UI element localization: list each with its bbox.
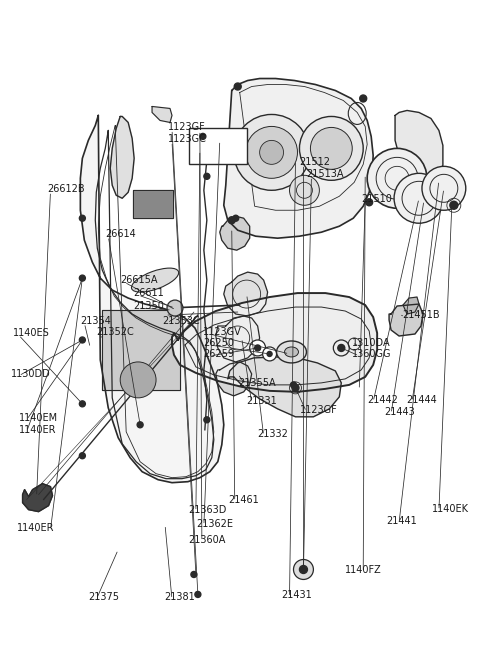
Circle shape (195, 591, 201, 597)
Circle shape (290, 382, 297, 388)
Circle shape (250, 340, 265, 356)
Circle shape (246, 126, 298, 178)
Text: 21362E: 21362E (196, 519, 233, 529)
Text: 26615A: 26615A (120, 275, 158, 285)
Ellipse shape (285, 347, 299, 357)
Text: 21441: 21441 (386, 515, 417, 525)
Circle shape (255, 345, 261, 351)
Text: 1123GF: 1123GF (168, 122, 206, 132)
Text: 21355A: 21355A (239, 378, 276, 388)
Text: 1130DD: 1130DD (11, 369, 50, 379)
Polygon shape (224, 79, 373, 238)
Circle shape (300, 117, 363, 180)
Circle shape (289, 176, 319, 205)
Text: 21510: 21510 (361, 195, 392, 204)
Circle shape (260, 140, 284, 164)
Polygon shape (110, 117, 134, 198)
Circle shape (234, 115, 310, 191)
Text: 21443: 21443 (384, 407, 415, 417)
Text: 1140EK: 1140EK (432, 504, 469, 514)
Polygon shape (102, 310, 180, 390)
Circle shape (422, 166, 466, 210)
Circle shape (234, 83, 241, 90)
Ellipse shape (132, 268, 179, 292)
Circle shape (360, 95, 367, 102)
Polygon shape (172, 293, 377, 392)
Polygon shape (80, 115, 224, 483)
Circle shape (263, 347, 276, 361)
Polygon shape (133, 191, 173, 218)
Circle shape (191, 571, 197, 578)
Text: 26250: 26250 (203, 338, 234, 348)
Circle shape (79, 453, 85, 458)
Text: 1123GV: 1123GV (203, 327, 241, 337)
Polygon shape (220, 216, 250, 250)
Text: 21461: 21461 (228, 495, 259, 504)
Circle shape (120, 362, 156, 398)
Polygon shape (152, 107, 172, 122)
Text: 21332: 21332 (258, 429, 288, 439)
Circle shape (300, 565, 307, 574)
Polygon shape (216, 316, 260, 362)
Text: 21360A: 21360A (188, 534, 225, 544)
Text: 1140FZ: 1140FZ (345, 565, 382, 576)
Circle shape (233, 215, 239, 221)
Circle shape (450, 201, 458, 209)
Polygon shape (224, 272, 267, 316)
Text: 1140ER: 1140ER (17, 523, 54, 533)
Text: 1360GG: 1360GG (352, 349, 392, 359)
Circle shape (79, 401, 85, 407)
Circle shape (137, 422, 143, 428)
Polygon shape (216, 362, 252, 396)
Circle shape (204, 417, 210, 422)
Text: 21381: 21381 (164, 592, 195, 603)
Text: 26259: 26259 (203, 349, 234, 359)
Text: 1123GC: 1123GC (168, 134, 207, 144)
Circle shape (367, 149, 427, 208)
Polygon shape (389, 304, 423, 336)
Text: 21451B: 21451B (402, 310, 440, 320)
Circle shape (79, 337, 85, 343)
Text: 21350: 21350 (133, 301, 164, 311)
Text: 1123GF: 1123GF (300, 405, 337, 415)
Text: 21442: 21442 (367, 395, 398, 405)
Circle shape (292, 384, 299, 392)
Text: 21354: 21354 (80, 316, 111, 326)
Text: 21444: 21444 (406, 395, 437, 405)
Text: 1310DA: 1310DA (352, 338, 391, 348)
Circle shape (79, 215, 85, 221)
Text: 26612B: 26612B (48, 184, 85, 195)
Text: 1140ES: 1140ES (12, 328, 49, 338)
Circle shape (394, 174, 444, 223)
Text: 21331: 21331 (247, 396, 277, 406)
Circle shape (228, 217, 235, 224)
Text: 21431: 21431 (282, 590, 312, 601)
Text: 21375: 21375 (88, 592, 120, 603)
Text: 1140EM: 1140EM (19, 413, 58, 423)
Text: 1140ER: 1140ER (19, 425, 56, 435)
Bar (189, 128, 247, 164)
Text: 26611: 26611 (133, 288, 164, 298)
Text: 21353C: 21353C (162, 316, 200, 326)
Polygon shape (403, 297, 419, 314)
Polygon shape (395, 111, 443, 174)
Circle shape (204, 174, 210, 179)
Text: 21352C: 21352C (96, 327, 134, 337)
Circle shape (200, 134, 206, 140)
Polygon shape (228, 357, 341, 417)
Circle shape (293, 559, 313, 580)
Ellipse shape (276, 341, 306, 363)
Circle shape (311, 128, 352, 170)
Polygon shape (23, 483, 52, 512)
Text: 21513A: 21513A (306, 170, 344, 179)
Text: 21363D: 21363D (188, 504, 226, 515)
Circle shape (79, 275, 85, 281)
Circle shape (338, 345, 345, 352)
Circle shape (267, 352, 272, 356)
Circle shape (366, 198, 372, 206)
Circle shape (167, 300, 183, 316)
Text: 26614: 26614 (105, 229, 136, 239)
Text: 21512: 21512 (300, 157, 330, 167)
